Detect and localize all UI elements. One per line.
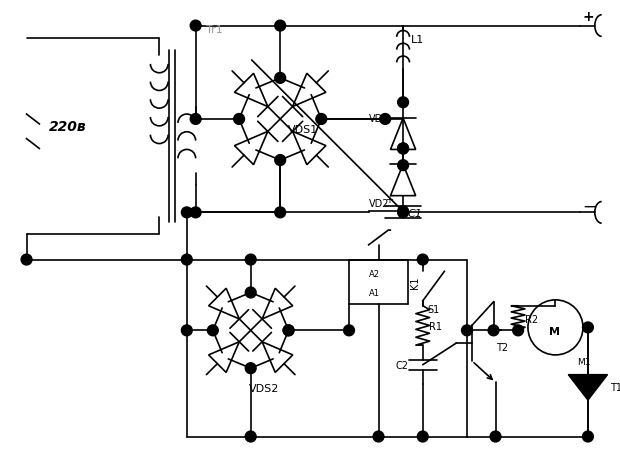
Text: C2: C2 [395, 361, 408, 371]
Text: VDS2: VDS2 [249, 384, 279, 395]
Text: L1: L1 [411, 35, 424, 45]
Circle shape [182, 254, 192, 265]
Circle shape [488, 325, 499, 336]
Circle shape [283, 325, 294, 336]
Text: Tr1: Tr1 [206, 25, 223, 35]
Circle shape [21, 254, 32, 265]
Text: VDS1: VDS1 [288, 125, 318, 135]
Text: K1: K1 [410, 276, 420, 289]
Text: M1: M1 [577, 358, 591, 367]
Text: A1: A1 [369, 290, 379, 298]
Circle shape [246, 287, 256, 298]
Circle shape [316, 113, 327, 124]
Circle shape [417, 431, 428, 442]
Text: −: − [582, 198, 596, 215]
Circle shape [182, 325, 192, 336]
Circle shape [373, 431, 384, 442]
Circle shape [246, 254, 256, 265]
Text: T1: T1 [609, 383, 620, 393]
Circle shape [182, 207, 192, 218]
Circle shape [283, 325, 294, 336]
Circle shape [397, 206, 409, 217]
Circle shape [246, 363, 256, 374]
Circle shape [397, 160, 409, 170]
Circle shape [190, 207, 201, 218]
Text: R2: R2 [525, 315, 538, 325]
Circle shape [583, 431, 593, 442]
Text: A2: A2 [369, 270, 379, 279]
Circle shape [513, 325, 523, 336]
Text: R1: R1 [428, 322, 441, 333]
Circle shape [417, 254, 428, 265]
Circle shape [190, 113, 201, 124]
Circle shape [208, 325, 218, 336]
Circle shape [397, 207, 409, 218]
Polygon shape [569, 375, 608, 400]
Text: VD2: VD2 [369, 199, 389, 209]
Circle shape [275, 207, 286, 218]
Circle shape [461, 325, 472, 336]
Circle shape [246, 431, 256, 442]
Text: T2: T2 [497, 343, 508, 353]
Circle shape [275, 20, 286, 31]
Text: VD1: VD1 [369, 114, 389, 124]
Circle shape [275, 72, 286, 83]
Circle shape [275, 155, 286, 165]
Circle shape [234, 113, 244, 124]
Circle shape [190, 20, 201, 31]
Text: +: + [386, 195, 394, 205]
Circle shape [343, 325, 355, 336]
Circle shape [397, 97, 409, 108]
Text: S1: S1 [428, 304, 440, 315]
Circle shape [583, 322, 593, 333]
Circle shape [397, 143, 409, 154]
Text: +: + [582, 10, 593, 24]
Text: C1: C1 [408, 209, 423, 219]
Text: M: M [549, 327, 560, 337]
Text: 220в: 220в [49, 120, 87, 134]
Circle shape [380, 113, 391, 124]
Circle shape [397, 143, 409, 154]
Circle shape [490, 431, 501, 442]
